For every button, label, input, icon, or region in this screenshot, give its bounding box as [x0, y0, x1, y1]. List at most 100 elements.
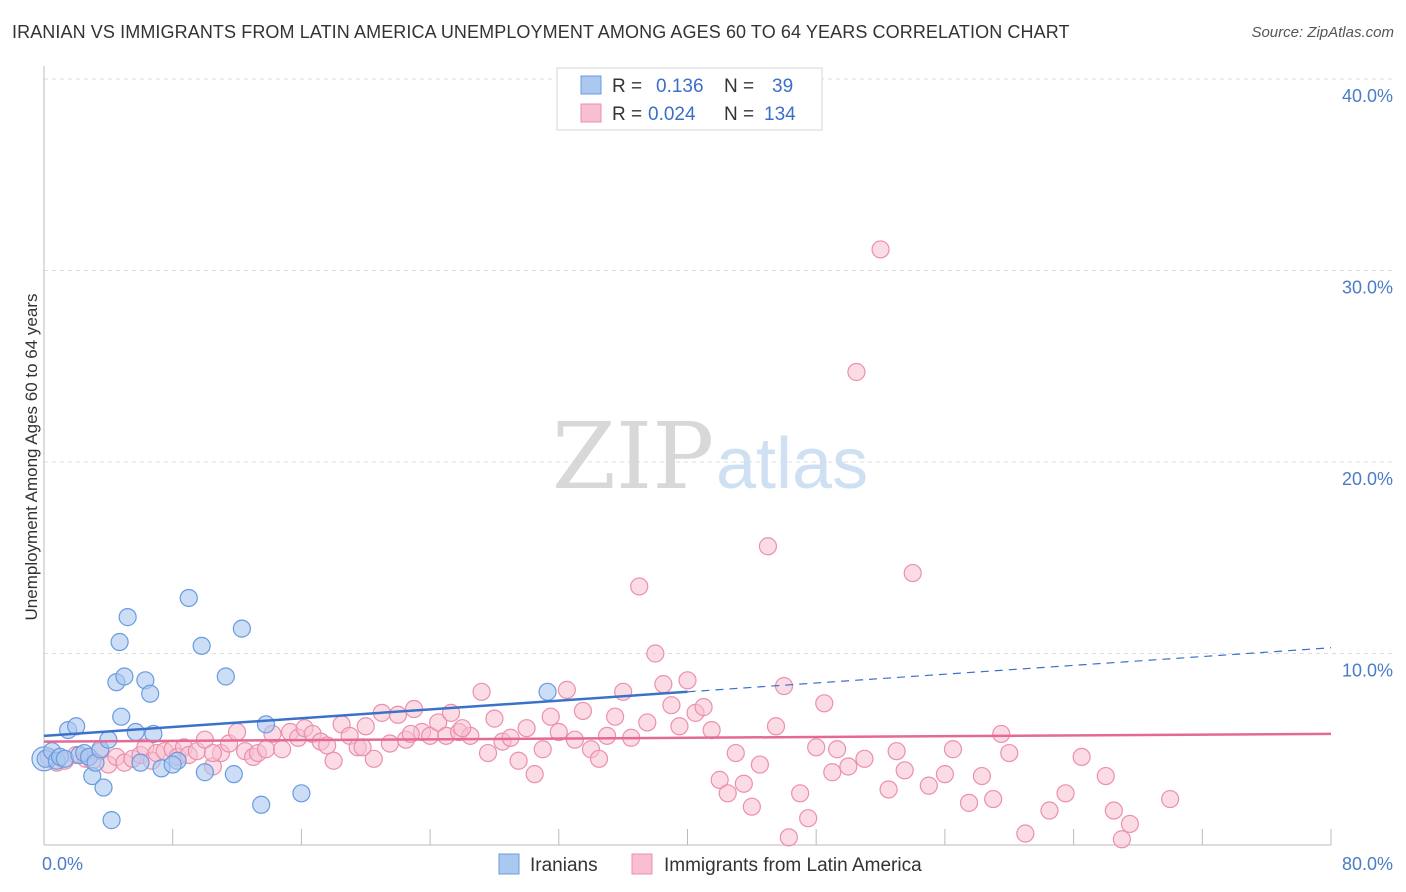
- latin-point-57: [478, 743, 498, 763]
- latin-point-76: [630, 577, 649, 596]
- trend-lines: [43, 647, 1332, 743]
- latin-point-93: [766, 717, 786, 736]
- legend-n-value-latin: 134: [764, 104, 796, 125]
- latin-point-61: [509, 751, 528, 770]
- latin-point-88: [726, 743, 745, 763]
- latin-point-29: [256, 740, 276, 759]
- latin-point-81: [670, 717, 689, 736]
- y-tick-labels: 10.0% 20.0% 30.0% 40.0%: [1342, 86, 1393, 681]
- legend-r-value-latin: 0.024: [648, 104, 696, 125]
- latin-point-122: [1096, 766, 1115, 786]
- latin-point-119: [1040, 801, 1059, 820]
- latin-america-points: [39, 240, 1180, 849]
- latin-point-58: [485, 709, 504, 728]
- legend-n-value-iranians: 39: [772, 76, 793, 97]
- latin-point-116: [992, 724, 1011, 744]
- iranian-point-13: [94, 778, 113, 797]
- latin-point-109: [903, 563, 922, 583]
- latin-point-72: [597, 726, 617, 745]
- legend-r-value-iranians: 0.136: [656, 76, 704, 97]
- watermark: ZIP atlas: [552, 403, 868, 510]
- iranian-point-23: [141, 684, 160, 703]
- latin-point-82: [678, 671, 697, 690]
- latin-point-71: [589, 749, 609, 768]
- latin-point-63: [525, 765, 544, 784]
- latin-point-110: [919, 776, 938, 795]
- iranian-point-32: [232, 619, 251, 638]
- latin-point-45: [380, 734, 399, 753]
- latin-point-106: [879, 780, 898, 799]
- iranian-point-27: [179, 588, 198, 608]
- latin-point-108: [895, 761, 914, 780]
- latin-point-105: [871, 240, 890, 259]
- latin-point-104: [855, 749, 874, 768]
- iranian-point-20: [118, 608, 137, 627]
- latin-point-51: [429, 713, 448, 732]
- latin-point-117: [1000, 743, 1019, 763]
- latin-point-78: [646, 644, 665, 663]
- legend-r-label-latin: R =: [612, 104, 642, 125]
- iranian-point-31: [224, 765, 243, 784]
- iranian-point-28: [192, 636, 211, 655]
- iranian-point-17: [110, 632, 129, 652]
- latin-point-130: [353, 738, 372, 757]
- latin-point-80: [662, 696, 681, 715]
- latin-point-124: [1112, 830, 1131, 849]
- iranian-point-33: [252, 795, 271, 814]
- latin-point-121: [1072, 747, 1091, 767]
- legend-n-label-latin: N =: [724, 104, 754, 125]
- latin-point-102: [839, 757, 858, 776]
- trend-line-latin: [43, 732, 1332, 743]
- latin-point-79: [654, 675, 673, 694]
- iranian-point-36: [131, 753, 150, 772]
- y-tick-label-2: 30.0%: [1342, 278, 1393, 298]
- bottom-legend-swatch-iranians: [498, 853, 520, 875]
- latin-point-129: [453, 719, 472, 738]
- iranian-point-35: [292, 784, 311, 803]
- latin-point-114: [972, 766, 992, 786]
- iranian-point-37: [163, 755, 182, 774]
- bottom-legend-label-latin: Immigrants from Latin America: [664, 855, 922, 876]
- latin-point-42: [356, 717, 375, 736]
- grid-lines: [44, 78, 1392, 654]
- latin-point-101: [828, 740, 847, 759]
- latin-point-25: [227, 722, 247, 742]
- iranian-point-29: [195, 763, 214, 782]
- iranian-point-34: [256, 715, 276, 734]
- iranian-point-21: [126, 722, 145, 742]
- latin-point-31: [272, 740, 292, 759]
- legend-swatch-latin: [580, 103, 602, 123]
- latin-point-46: [388, 705, 408, 724]
- latin-point-73: [606, 707, 625, 726]
- latin-point-67: [557, 680, 576, 699]
- legend-n-label-iranians: N =: [724, 76, 754, 97]
- latin-point-99: [815, 694, 834, 713]
- y-tick-label-0: 10.0%: [1342, 661, 1393, 681]
- latin-point-85: [702, 720, 721, 740]
- iranian-point-18: [112, 707, 131, 726]
- latin-point-126: [1161, 789, 1180, 809]
- latin-point-98: [807, 738, 826, 757]
- latin-point-103: [847, 362, 866, 382]
- source-label: Source: ZipAtlas.com: [1251, 24, 1394, 41]
- latin-point-111: [935, 765, 955, 784]
- latin-point-84: [694, 698, 713, 717]
- y-tick-label-1: 20.0%: [1342, 469, 1393, 489]
- latin-point-87: [718, 784, 737, 803]
- top-legend: R = 0.136 N = 39 R = 0.024 N = 134: [556, 67, 823, 131]
- latin-point-62: [517, 719, 536, 738]
- latin-point-125: [1120, 814, 1140, 834]
- iranian-point-30: [216, 667, 235, 686]
- latin-point-123: [1104, 801, 1123, 820]
- latin-point-43: [364, 749, 383, 768]
- latin-point-92: [758, 537, 778, 556]
- bottom-legend-label-iranians: Iranians: [530, 855, 598, 876]
- iranian-point-38: [538, 682, 557, 701]
- legend-r-label-iranians: R =: [612, 76, 642, 97]
- latin-point-97: [799, 809, 818, 828]
- latin-point-115: [984, 789, 1003, 809]
- latin-point-38: [324, 751, 343, 770]
- x-tick-labels: 0.0% 80.0%: [42, 854, 1393, 874]
- latin-point-69: [573, 701, 593, 721]
- latin-point-89: [734, 774, 753, 793]
